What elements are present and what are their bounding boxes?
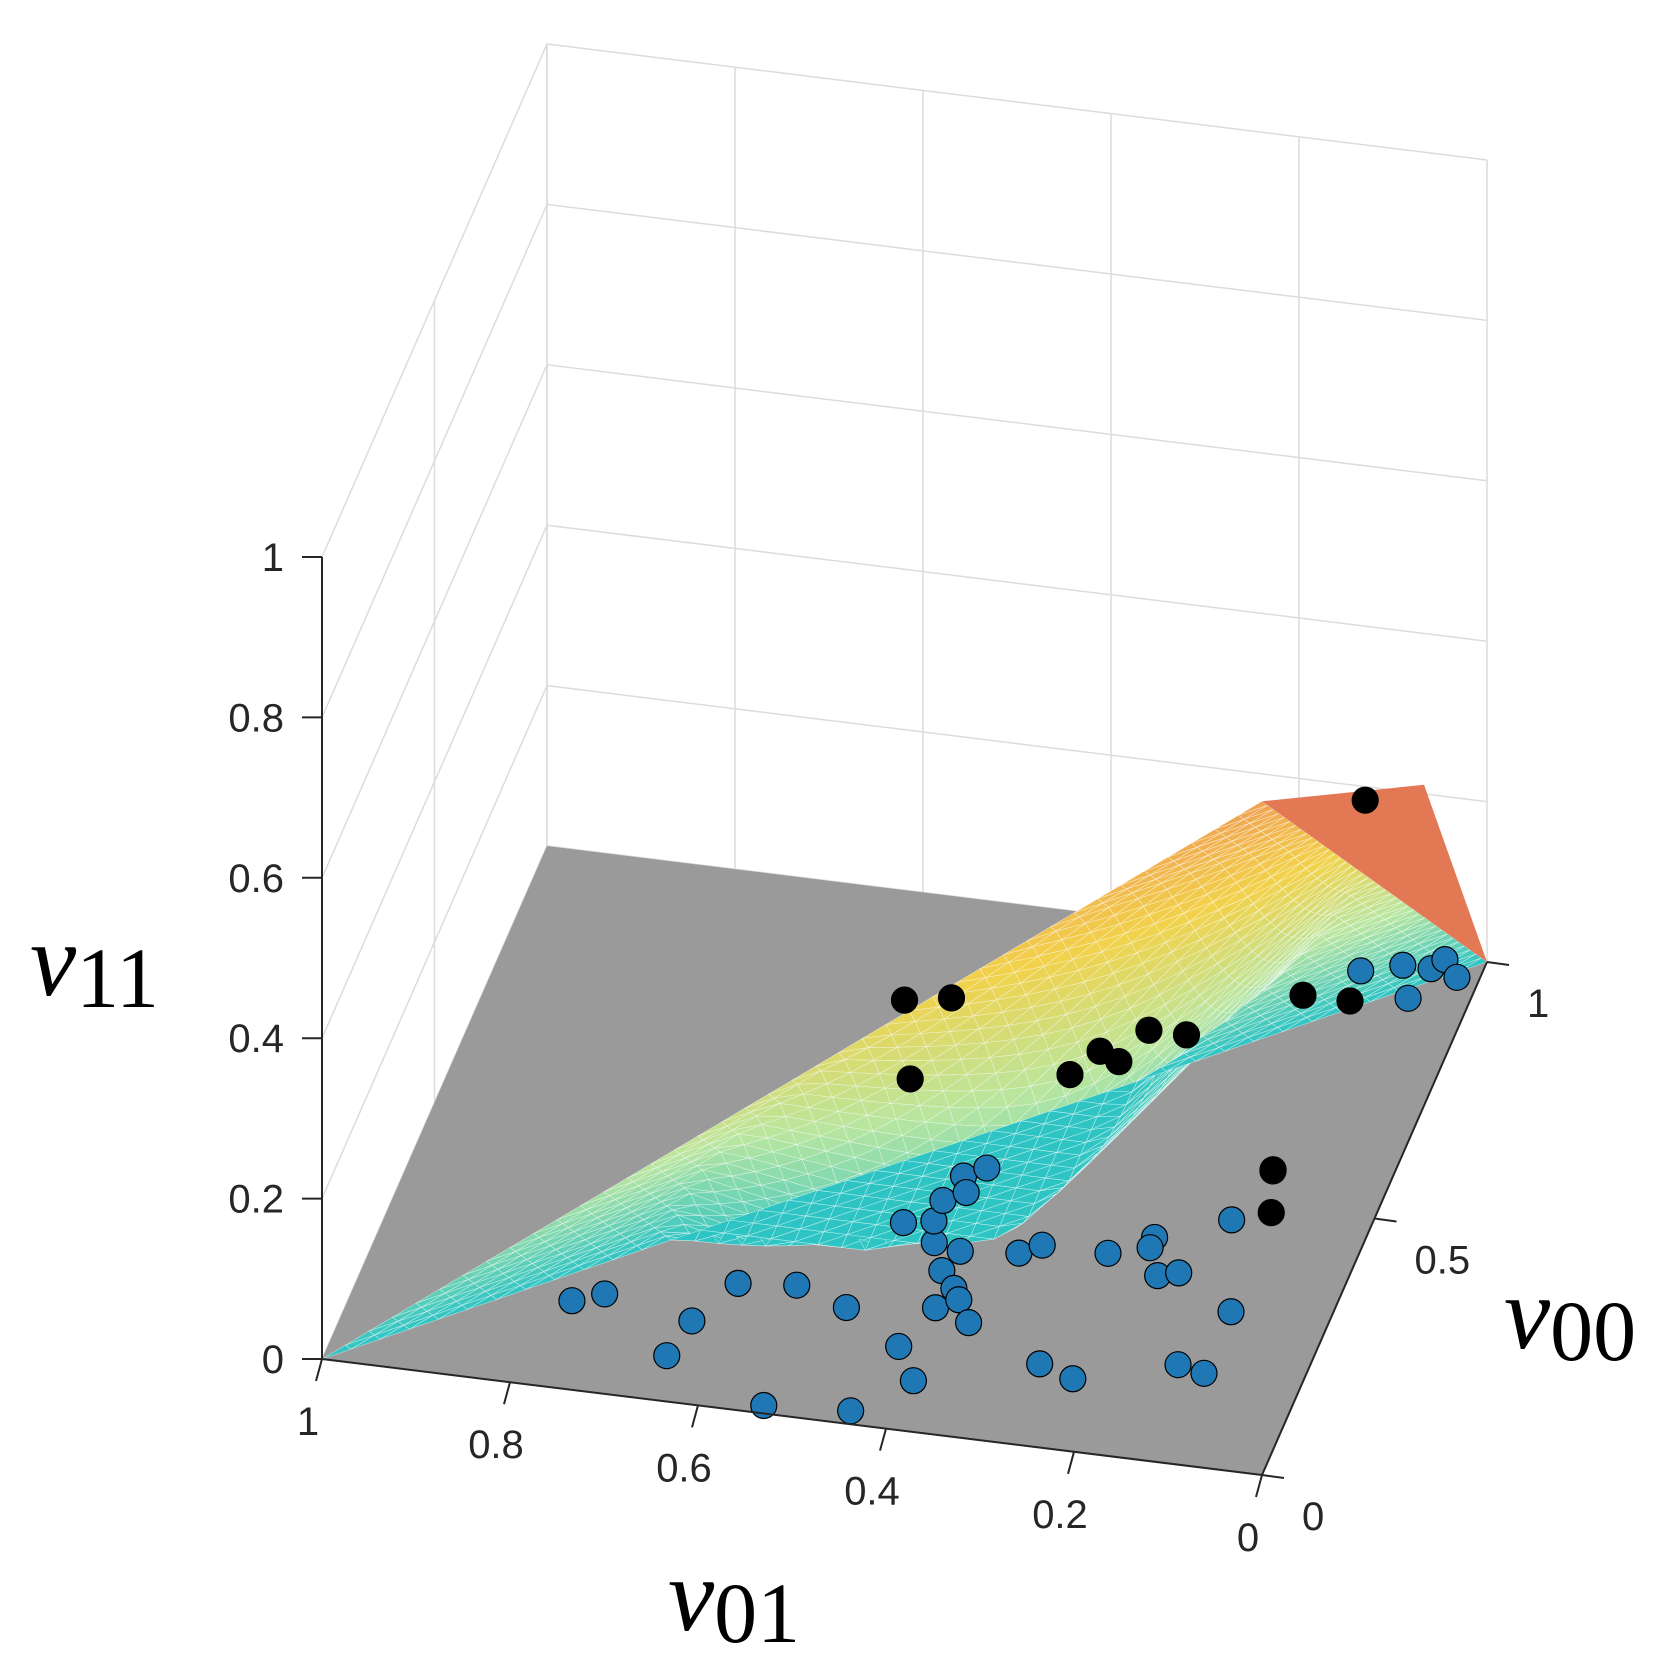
data-point-series-0 (1165, 1259, 1193, 1287)
data-point-series-1 (1172, 1021, 1201, 1049)
data-point-series-1 (1259, 1156, 1287, 1184)
y-tick-mark (1261, 1474, 1285, 1479)
data-point-series-0 (1190, 1359, 1218, 1387)
x-tick-mark (1255, 1474, 1263, 1498)
surface-facet (1249, 809, 1280, 824)
data-point-series-0 (653, 1342, 681, 1370)
z-tick-label: 0.6 (228, 857, 284, 901)
data-point-series-0 (1164, 1351, 1192, 1379)
x-tick-label: 0.2 (1032, 1493, 1088, 1537)
data-point-series-0 (1094, 1239, 1122, 1267)
surface-facet (1390, 909, 1421, 924)
x-tick-mark (315, 1358, 323, 1382)
data-point-series-1 (896, 1065, 924, 1093)
data-point-series-1 (1056, 1060, 1084, 1089)
z-tick-label: 1 (262, 536, 284, 580)
data-point-series-0 (591, 1280, 619, 1308)
data-point-series-0 (1218, 1206, 1246, 1234)
data-point-series-0 (1394, 984, 1422, 1012)
x-tick-label: 0.4 (844, 1470, 900, 1514)
data-point-series-0 (952, 1178, 980, 1207)
x-tick-label: 0.6 (656, 1446, 712, 1490)
data-point-series-0 (921, 1294, 950, 1322)
surface-facet (1418, 929, 1449, 945)
data-point-series-0 (1005, 1239, 1033, 1267)
data-point-series-0 (678, 1307, 706, 1335)
data-point-series-1 (937, 984, 966, 1012)
x-tick-mark (691, 1405, 699, 1428)
data-point-series-0 (973, 1154, 1001, 1182)
y-tick-mark (1374, 1217, 1397, 1223)
data-points (558, 786, 1471, 1425)
data-point-series-1 (1289, 981, 1317, 1009)
data-point-series-0 (929, 1186, 957, 1215)
data-point-series-0 (1028, 1231, 1056, 1259)
x-tick-mark (1067, 1451, 1075, 1475)
data-point-series-0 (885, 1332, 913, 1361)
data-point-series-0 (558, 1287, 586, 1315)
data-point-series-0 (724, 1269, 752, 1297)
z-tick-label: 0.2 (228, 1178, 284, 1222)
z-axis-label: ν11 (30, 903, 159, 1026)
data-point-series-1 (1351, 786, 1379, 814)
x-axis-label: ν01 (668, 1538, 800, 1658)
x-tick-label: 0 (1237, 1516, 1259, 1560)
axes (302, 556, 1510, 1498)
y-tick-label: 0 (1302, 1495, 1324, 1539)
z-tick-label: 0.8 (228, 696, 284, 740)
z-tick-label: 0 (262, 1338, 284, 1382)
data-point-series-0 (1136, 1234, 1164, 1262)
data-point-series-0 (1059, 1365, 1087, 1393)
y-tick-label: 0.5 (1415, 1239, 1471, 1283)
y-tick-mark (1486, 961, 1510, 966)
data-point-series-0 (946, 1237, 974, 1265)
data-point-series-0 (1443, 963, 1471, 991)
data-point-series-0 (899, 1367, 928, 1395)
x-tick-mark (503, 1381, 511, 1405)
data-point-series-1 (1257, 1199, 1285, 1227)
data-point-series-0 (954, 1309, 983, 1337)
data-point-series-0 (837, 1397, 865, 1425)
x-tick-label: 1 (297, 1400, 319, 1444)
data-point-series-0 (945, 1286, 973, 1314)
y-axis-label: ν00 (1504, 1256, 1636, 1379)
data-point-series-0 (832, 1293, 861, 1322)
data-point-series-0 (1217, 1298, 1245, 1326)
data-point-series-1 (1105, 1048, 1133, 1076)
x-tick-label: 0.8 (468, 1423, 524, 1467)
data-point-series-1 (1135, 1016, 1163, 1044)
data-point-series-0 (889, 1209, 918, 1237)
x-axis-line (321, 1358, 1263, 1476)
data-point-series-0 (1347, 957, 1375, 985)
data-point-series-1 (1336, 987, 1364, 1015)
y-tick-label: 1 (1527, 982, 1549, 1026)
data-point-series-1 (890, 986, 919, 1014)
plane-polygon (1262, 784, 1487, 962)
data-point-series-0 (783, 1271, 811, 1299)
data-point-series-0 (1026, 1350, 1054, 1378)
z-tick-label: 0.4 (228, 1017, 284, 1061)
data-point-series-0 (1389, 951, 1417, 979)
x-tick-mark (879, 1428, 887, 1451)
